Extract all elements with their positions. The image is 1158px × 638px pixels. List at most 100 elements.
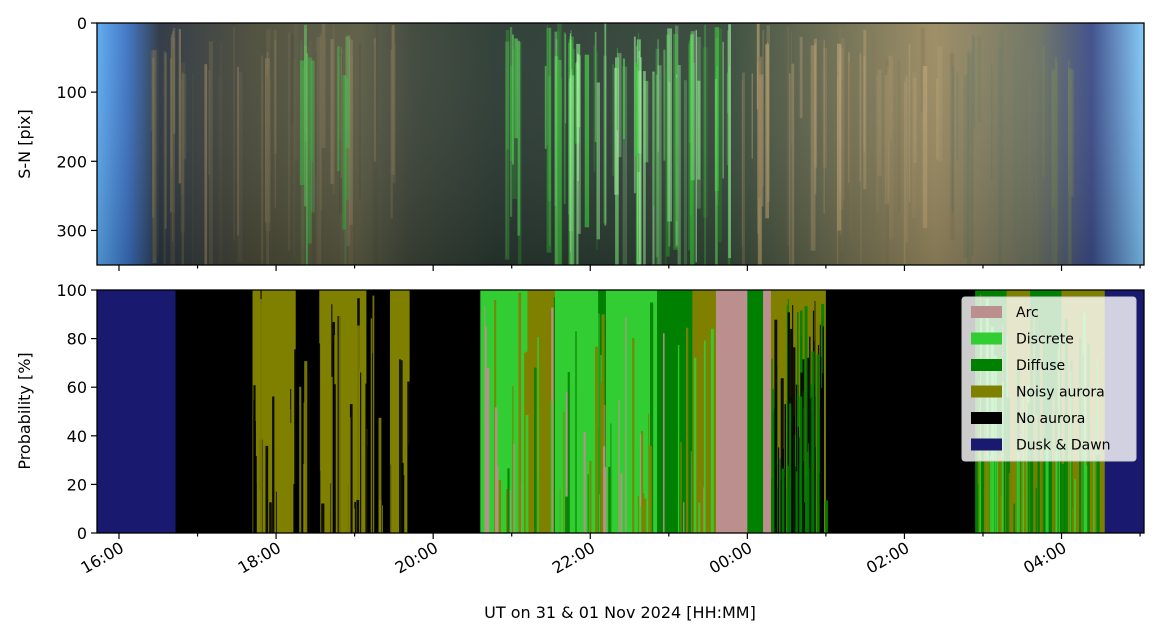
- probability-y-tick-label: 60: [67, 378, 87, 397]
- area-fluctuation: [349, 404, 353, 533]
- area-fluctuation: [1072, 430, 1074, 533]
- keogram-y-ticks: 0 100 200 300: [56, 14, 97, 240]
- area-fluctuation: [1064, 461, 1065, 533]
- area-fluctuation: [357, 325, 360, 533]
- keogram-panel: [97, 23, 1144, 265]
- area-fluctuation: [534, 367, 537, 533]
- area-fluctuation: [551, 307, 554, 533]
- area-fluctuation: [587, 474, 589, 533]
- area-fluctuation: [262, 426, 265, 533]
- area-fluctuation: [1013, 503, 1016, 533]
- area-fluctuation: [280, 290, 282, 533]
- area-fluctuation: [814, 301, 816, 533]
- probability-x-tick-label: 22:00: [549, 538, 598, 578]
- area-fluctuation: [1019, 457, 1021, 533]
- area-fluctuation: [356, 500, 360, 533]
- area-fluctuation: [1016, 451, 1020, 533]
- area-fluctuation: [608, 466, 611, 533]
- area-fluctuation: [601, 314, 605, 533]
- area-fluctuation: [315, 421, 318, 533]
- area-fluctuation: [771, 358, 773, 533]
- area-fluctuation: [804, 306, 808, 533]
- area-fluctuation: [1022, 393, 1024, 533]
- area-fluctuation: [817, 417, 820, 533]
- area-fluctuation: [1076, 449, 1079, 533]
- area-fluctuation: [567, 372, 570, 533]
- area-fluctuation: [664, 482, 666, 533]
- area-fluctuation: [277, 293, 281, 533]
- area-fluctuation: [299, 386, 302, 533]
- area-fluctuation: [316, 374, 319, 533]
- keogram-x-ticks: [118, 265, 1141, 271]
- area-fluctuation: [1074, 479, 1076, 533]
- area-fluctuation: [1057, 441, 1059, 533]
- area-fluctuation: [819, 324, 821, 533]
- area-fluctuation: [793, 416, 795, 533]
- area-fluctuation: [403, 475, 405, 533]
- area-fluctuation: [348, 417, 351, 533]
- area-fluctuation: [254, 483, 257, 533]
- area-fluctuation: [497, 465, 499, 533]
- area-fluctuation: [996, 460, 999, 533]
- area-fluctuation: [1035, 414, 1038, 533]
- area-fluctuation: [802, 461, 804, 533]
- area-fluctuation: [799, 396, 802, 533]
- probability-x-tick-label: 02:00: [863, 538, 912, 578]
- area-fluctuation: [498, 479, 502, 533]
- area-fluctuation: [597, 428, 599, 533]
- area-fluctuation: [401, 462, 404, 533]
- area-segment-dusk-dawn: [97, 290, 177, 533]
- area-fluctuation: [307, 294, 311, 533]
- probability-x-tick-label: 04:00: [1020, 538, 1069, 578]
- area-fluctuation: [820, 387, 824, 533]
- area-fluctuation: [778, 447, 780, 533]
- area-fluctuation: [370, 318, 373, 533]
- area-fluctuation: [640, 433, 642, 533]
- area-fluctuation: [1007, 398, 1011, 533]
- area-fluctuation: [663, 333, 665, 533]
- area-fluctuation: [293, 484, 297, 533]
- area-fluctuation: [641, 431, 644, 533]
- area-fluctuation: [1027, 402, 1030, 533]
- probability-frame: [96, 289, 1145, 534]
- area-fluctuation: [1055, 444, 1058, 533]
- area-fluctuation: [634, 443, 637, 533]
- area-fluctuation: [781, 468, 785, 533]
- area-fluctuation: [509, 489, 511, 533]
- probability-y-axis-label: Probability [%]: [15, 352, 34, 469]
- area-fluctuation: [637, 496, 639, 533]
- area-fluctuation: [541, 308, 543, 533]
- area-fluctuation: [374, 406, 376, 533]
- area-fluctuation: [288, 409, 291, 533]
- area-fluctuation: [506, 489, 508, 533]
- legend-label: Discrete: [1016, 332, 1074, 348]
- area-fluctuation: [772, 430, 776, 533]
- area-fluctuation: [332, 342, 334, 533]
- keogram-y-tick-label: 100: [56, 83, 87, 102]
- area-fluctuation: [688, 355, 691, 533]
- area-fluctuation: [1085, 465, 1089, 533]
- area-fluctuation: [606, 502, 608, 533]
- area-fluctuation: [513, 443, 515, 533]
- area-fluctuation: [486, 368, 490, 533]
- probability-x-tick-label: 20:00: [392, 538, 441, 578]
- area-fluctuation: [683, 502, 685, 533]
- area-fluctuation: [802, 391, 804, 533]
- area-fluctuation: [338, 316, 340, 533]
- area-fluctuation: [703, 340, 706, 533]
- probability-x-tick-label: 16:00: [78, 538, 127, 578]
- keogram-shade: [97, 23, 1144, 265]
- legend: Arc Discrete Diffuse Noisy aurora No aurora D…: [961, 296, 1137, 462]
- area-fluctuation: [289, 423, 293, 533]
- keogram-y-tick-label: 200: [56, 152, 87, 171]
- legend-label: Noisy aurora: [1016, 385, 1105, 401]
- area-fluctuation: [603, 467, 607, 533]
- area-fluctuation: [316, 488, 318, 533]
- area-fluctuation: [330, 376, 333, 533]
- area-fluctuation: [999, 451, 1002, 533]
- area-fluctuation: [327, 313, 331, 533]
- area-fluctuation: [378, 417, 382, 533]
- area-fluctuation: [550, 400, 553, 533]
- area-fluctuation: [382, 505, 383, 533]
- area-fluctuation: [600, 382, 603, 533]
